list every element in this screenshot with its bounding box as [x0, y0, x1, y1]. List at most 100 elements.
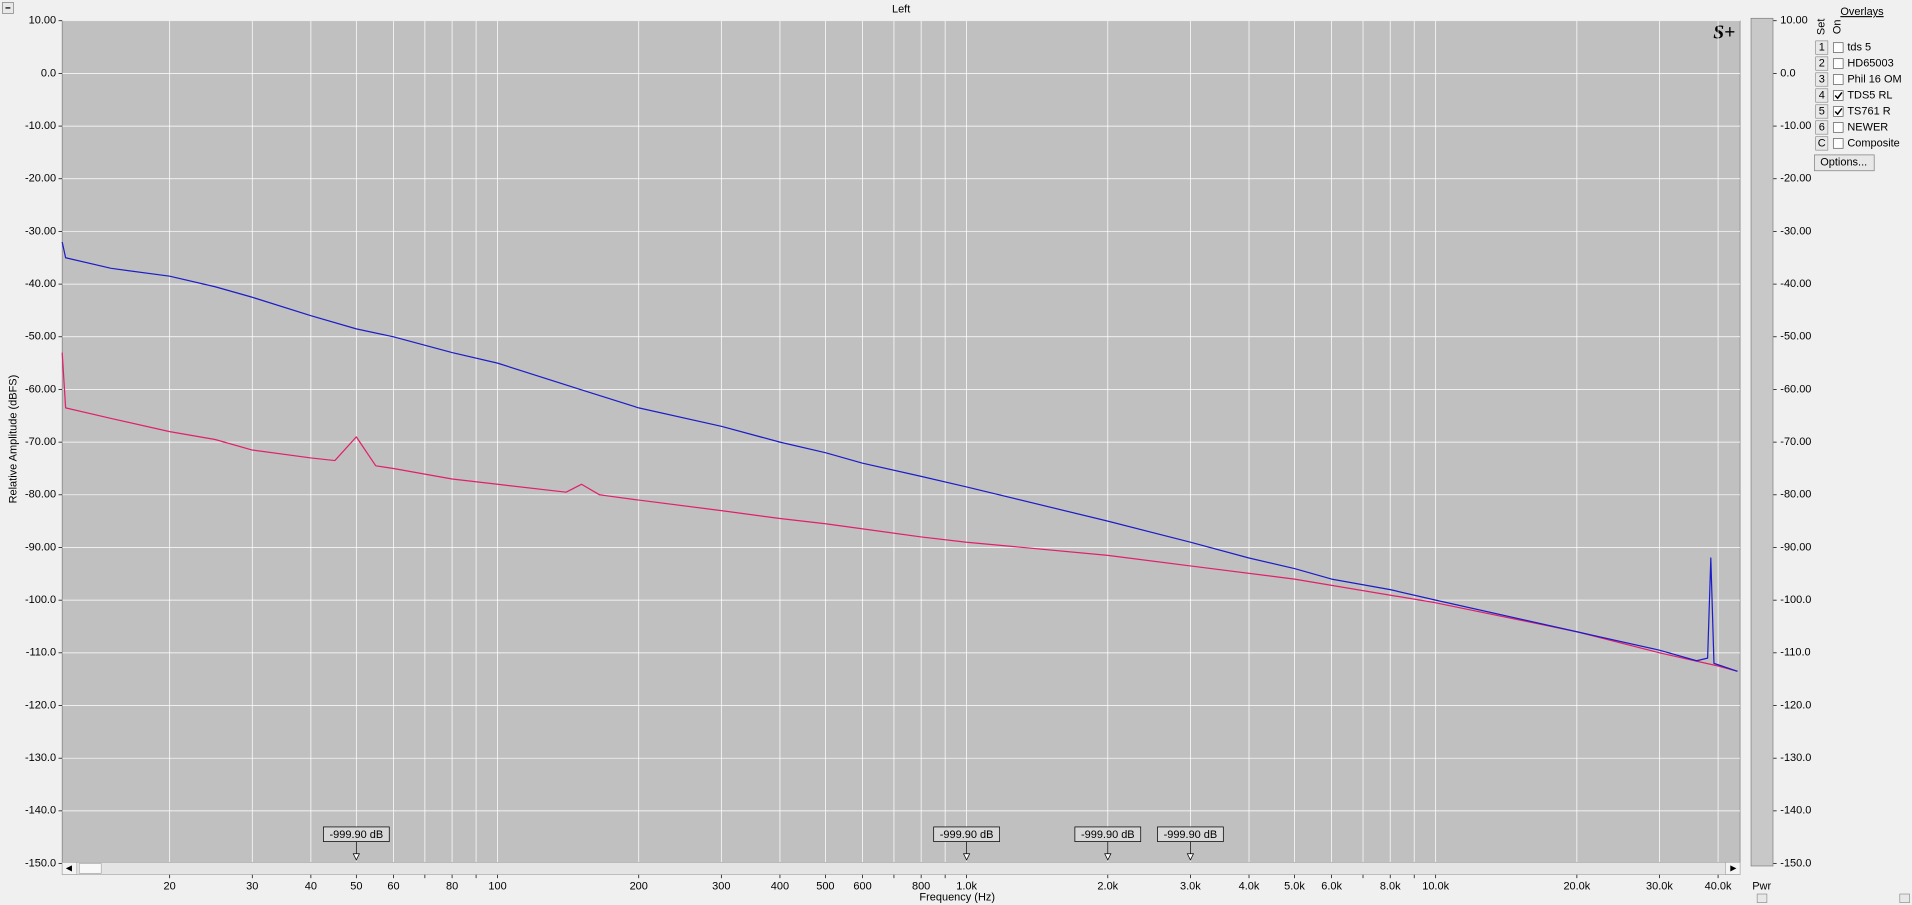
- set-label: 1: [1819, 41, 1825, 53]
- y2-tick-label: -130.0: [1780, 752, 1811, 764]
- scrollbar[interactable]: [61, 862, 1741, 875]
- y2-tick-label: -30.00: [1780, 225, 1811, 237]
- y-tick-label: -100.0: [25, 594, 56, 606]
- checkmark: [1834, 107, 1843, 116]
- set-header: Set: [1816, 19, 1828, 35]
- overlay-checkbox[interactable]: [1832, 106, 1844, 117]
- scroll-left-arrow: [65, 865, 72, 872]
- set-label: 3: [1819, 73, 1825, 85]
- chart-title: Left: [892, 4, 910, 16]
- set-button[interactable]: [1815, 40, 1829, 55]
- y2-tick-label: -10.00: [1780, 120, 1811, 132]
- overlays-title: Overlays: [1840, 6, 1884, 18]
- y2-tick-label: -100.0: [1780, 594, 1811, 606]
- logo: S+: [1713, 23, 1735, 44]
- set-button[interactable]: [1815, 88, 1829, 103]
- y2-axis-label: Pwr: [1752, 881, 1771, 893]
- x-tick-label: 200: [630, 881, 648, 893]
- x-tick-label: 80: [446, 881, 458, 893]
- x-tick-label: 6.0k: [1321, 881, 1342, 893]
- x-tick-label: 400: [771, 881, 789, 893]
- x-tick-label: 1.0k: [956, 881, 977, 893]
- overlay-checkbox[interactable]: [1832, 138, 1844, 149]
- y2-tick-label: -60.00: [1780, 383, 1811, 395]
- y2-tick-label: 10.00: [1780, 15, 1807, 27]
- y-tick-label: -90.00: [25, 541, 56, 553]
- y-tick-label: -110.0: [26, 647, 56, 659]
- y-tick-label: 10.00: [29, 15, 56, 27]
- y2-tick-label: -20.00: [1780, 173, 1811, 185]
- y2-tick-label: -40.00: [1780, 278, 1811, 290]
- y-tick-label: -60.00: [25, 383, 56, 395]
- overlay-name: NEWER: [1847, 121, 1888, 133]
- x-tick-label: 40.0k: [1705, 881, 1732, 893]
- y2-tick-label: -50.00: [1780, 331, 1811, 343]
- y2-tick-label: -120.0: [1780, 699, 1811, 711]
- level-meter: [1750, 17, 1774, 867]
- overlay-checkbox[interactable]: [1832, 74, 1844, 85]
- set-label: 2: [1819, 57, 1825, 69]
- options-button[interactable]: [1814, 154, 1875, 172]
- marker-arrow: [352, 853, 360, 861]
- overlay-name: Phil 16 OM: [1847, 73, 1901, 85]
- set-label: 5: [1819, 105, 1825, 117]
- x-tick-label: 500: [816, 881, 834, 893]
- x-tick-label: 20.0k: [1563, 881, 1590, 893]
- x-tick-label: 3.0k: [1180, 881, 1201, 893]
- series-line: [61, 352, 1738, 672]
- x-tick-label: 50: [350, 881, 362, 893]
- set-label: C: [1818, 137, 1826, 149]
- series-line: [61, 241, 1738, 672]
- set-button[interactable]: [1815, 56, 1829, 71]
- x-tick-label: 2.0k: [1097, 881, 1118, 893]
- y-tick-label: -130.0: [25, 752, 56, 764]
- overlay-checkbox[interactable]: [1832, 58, 1844, 69]
- options-button-label: Options...: [1820, 157, 1867, 169]
- set-label: 6: [1819, 121, 1825, 133]
- meter-button[interactable]: [1756, 893, 1768, 903]
- y2-tick-label: -110.0: [1780, 647, 1810, 659]
- y-tick-label: -70.00: [25, 436, 56, 448]
- x-tick-label: 20: [164, 881, 176, 893]
- checkmark: [1834, 92, 1843, 100]
- marker-label: -999.90 dB: [940, 829, 994, 841]
- on-header: On: [1832, 20, 1844, 35]
- marker-label: -999.90 dB: [330, 829, 384, 841]
- x-tick-label: 300: [712, 881, 730, 893]
- marker-arrow: [962, 853, 971, 861]
- set-button[interactable]: [1815, 104, 1829, 119]
- overlay-name: TS761 R: [1847, 105, 1890, 117]
- scroll-right-arrow: [1730, 865, 1737, 872]
- overlay-checkbox[interactable]: [1832, 90, 1844, 101]
- overlay-name: Composite: [1847, 137, 1899, 149]
- overlay-checkbox[interactable]: [1832, 42, 1844, 53]
- x-tick-label: 30.0k: [1646, 881, 1673, 893]
- y2-tick-label: -150.0: [1780, 857, 1811, 869]
- x-tick-label: 100: [488, 881, 506, 893]
- marker-label: -999.90 dB: [1164, 829, 1218, 841]
- y2-tick-label: -70.00: [1780, 436, 1811, 448]
- set-button[interactable]: [1815, 72, 1829, 87]
- x-tick-label: 60: [387, 881, 399, 893]
- y-tick-label: -40.00: [25, 278, 56, 290]
- x-tick-label: 30: [246, 881, 258, 893]
- plot-layer: 10.00 0.0 -10.00 -20.00 -30.00 -40.00 -50.00 -6…: [25, 15, 1811, 893]
- overlay-checkbox[interactable]: [1832, 122, 1844, 133]
- marker-arrow: [1186, 853, 1195, 861]
- set-button[interactable]: [1815, 120, 1829, 135]
- resize-button[interactable]: [1899, 893, 1910, 903]
- y-tick-label: -140.0: [25, 805, 56, 817]
- y-tick-label: 0.0: [41, 67, 56, 79]
- x-axis-label: Frequency (Hz): [919, 892, 995, 904]
- scroll-thumb[interactable]: [78, 863, 102, 874]
- marker-label: -999.90 dB: [1081, 829, 1135, 841]
- set-button[interactable]: [1815, 136, 1829, 151]
- y2-tick-label: 0.0: [1780, 67, 1795, 79]
- y-tick-label: -30.00: [25, 225, 56, 237]
- y-tick-label: -50.00: [25, 331, 56, 343]
- x-tick-label: 800: [912, 881, 930, 893]
- x-tick-label: 600: [853, 881, 871, 893]
- y-tick-label: -150.0: [25, 857, 56, 869]
